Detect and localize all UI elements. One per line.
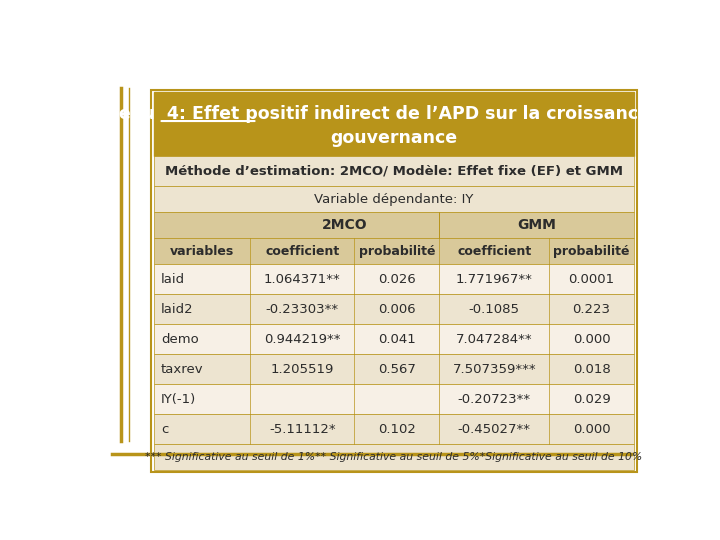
Text: Variable dépendante: IY: Variable dépendante: IY bbox=[315, 193, 474, 206]
Bar bbox=[154, 354, 634, 384]
Text: 0.102: 0.102 bbox=[378, 422, 415, 436]
Bar bbox=[154, 265, 634, 294]
Bar bbox=[154, 186, 634, 212]
Bar bbox=[154, 156, 634, 186]
Bar bbox=[154, 324, 634, 354]
Bar bbox=[154, 212, 634, 238]
Bar bbox=[154, 294, 634, 324]
Text: taxrev: taxrev bbox=[161, 363, 204, 376]
Text: -5.11112*: -5.11112* bbox=[269, 422, 336, 436]
Text: variables: variables bbox=[170, 245, 234, 258]
Text: 1.064371**: 1.064371** bbox=[264, 273, 341, 286]
Bar bbox=[154, 238, 634, 265]
Text: 0.223: 0.223 bbox=[572, 303, 611, 316]
Text: 2MCO: 2MCO bbox=[322, 218, 368, 232]
Text: laid: laid bbox=[161, 273, 185, 286]
Text: 0.018: 0.018 bbox=[572, 363, 611, 376]
Text: 1.205519: 1.205519 bbox=[271, 363, 334, 376]
Text: 7.507359***: 7.507359*** bbox=[452, 363, 536, 376]
Text: demo: demo bbox=[161, 333, 199, 346]
Text: laid2: laid2 bbox=[161, 303, 194, 316]
Bar bbox=[154, 414, 634, 444]
Text: 0.000: 0.000 bbox=[572, 422, 611, 436]
Text: probabilité: probabilité bbox=[553, 245, 630, 258]
Text: 0.029: 0.029 bbox=[572, 393, 611, 406]
Text: coefficient: coefficient bbox=[265, 245, 339, 258]
Text: GMM: GMM bbox=[517, 218, 556, 232]
Text: 0.567: 0.567 bbox=[378, 363, 415, 376]
Text: coefficient: coefficient bbox=[457, 245, 531, 258]
Text: gouvernance: gouvernance bbox=[330, 129, 458, 147]
Text: -0.45027**: -0.45027** bbox=[458, 422, 531, 436]
Text: 7.047284**: 7.047284** bbox=[456, 333, 533, 346]
Text: *** Significative au seuil de 1%** Significative au seuil de 5%*Significative au: *** Significative au seuil de 1%** Signi… bbox=[145, 452, 643, 462]
Text: -0.1085: -0.1085 bbox=[469, 303, 520, 316]
Bar bbox=[154, 92, 634, 156]
Text: -0.23303**: -0.23303** bbox=[266, 303, 339, 316]
Text: c: c bbox=[161, 422, 168, 436]
Text: Tableau  4: Effet positif indirect de l’APD sur la croissance via la: Tableau 4: Effet positif indirect de l’A… bbox=[79, 105, 709, 123]
Text: Méthode d’estimation: 2MCO/ Modèle: Effet fixe (EF) et GMM: Méthode d’estimation: 2MCO/ Modèle: Effe… bbox=[165, 165, 623, 178]
Text: 0.026: 0.026 bbox=[378, 273, 415, 286]
Text: 0.000: 0.000 bbox=[572, 333, 611, 346]
Text: 0.006: 0.006 bbox=[378, 303, 415, 316]
Bar bbox=[154, 384, 634, 414]
Text: 1.771967**: 1.771967** bbox=[456, 273, 533, 286]
Text: -0.20723**: -0.20723** bbox=[458, 393, 531, 406]
Text: 0.944219**: 0.944219** bbox=[264, 333, 341, 346]
Text: 0.0001: 0.0001 bbox=[569, 273, 615, 286]
Text: 0.041: 0.041 bbox=[378, 333, 415, 346]
Bar bbox=[151, 90, 636, 472]
Text: probabilité: probabilité bbox=[359, 245, 435, 258]
Bar bbox=[154, 444, 634, 470]
Text: IY(-1): IY(-1) bbox=[161, 393, 196, 406]
